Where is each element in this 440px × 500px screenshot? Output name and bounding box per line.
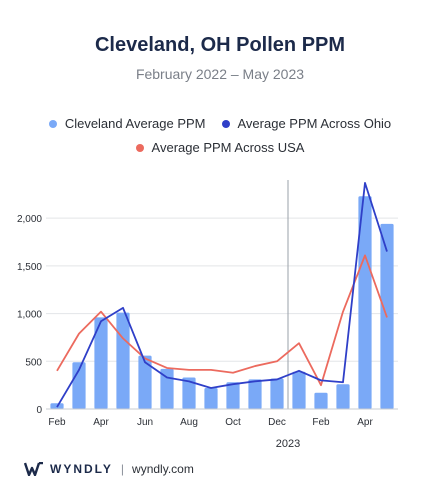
legend-swatch-usa <box>135 143 144 152</box>
bar-cleveland <box>270 378 284 409</box>
footer-separator: | <box>120 462 125 476</box>
chart-subtitle: February 2022 – May 2023 <box>135 66 305 82</box>
bar-cleveland <box>226 382 240 409</box>
x-tick-label: Aug <box>180 417 198 428</box>
y-tick-label: 500 <box>25 357 42 368</box>
wyndly-logo-icon <box>24 462 43 476</box>
legend-item-ohio: Average PPM Across Ohio <box>221 116 392 131</box>
bar-cleveland <box>94 317 108 409</box>
legend-row-1: Cleveland Average PPM Average PPM Across… <box>0 116 440 131</box>
bar-cleveland <box>292 371 306 409</box>
legend-label-ohio: Average PPM Across Ohio <box>237 116 392 131</box>
x-tick-label: Apr <box>93 417 109 428</box>
bar-cleveland <box>138 355 152 409</box>
x-tick-label: Jun <box>137 417 153 428</box>
line-ohio <box>56 181 388 408</box>
legend-label-cleveland: Cleveland Average PPM <box>64 116 206 131</box>
legend-swatch-ohio <box>221 119 230 128</box>
pollen-chart: 0 500 1,000 1,500 2,000 2023 Feb Apr Jun Aug Oct De… <box>17 180 398 450</box>
legend-item-usa: Average PPM Across USA <box>135 140 305 155</box>
bar-cleveland <box>358 196 372 409</box>
chart-title: Cleveland, OH Pollen PPM <box>94 34 346 56</box>
line-usa <box>56 254 388 387</box>
year-label: 2023 <box>276 438 300 450</box>
x-tick-label: Feb <box>312 417 330 428</box>
legend-row-2: Average PPM Across USA <box>0 140 440 155</box>
legend-swatch-cleveland <box>48 119 57 128</box>
x-tick-label: Dec <box>268 417 286 428</box>
footer-url[interactable]: wyndly.com <box>132 462 194 476</box>
bar-cleveland <box>204 388 218 409</box>
footer: WYNDLY | wyndly.com <box>24 462 194 476</box>
bar-cleveland <box>248 379 262 409</box>
bar-cleveland <box>314 392 328 409</box>
legend-label-usa: Average PPM Across USA <box>151 140 305 155</box>
bar-cleveland <box>336 384 350 409</box>
legend-item-cleveland: Cleveland Average PPM <box>48 116 206 131</box>
y-tick-label: 1,000 <box>17 310 42 321</box>
x-tick-label: Feb <box>48 417 66 428</box>
x-tick-label: Oct <box>225 417 241 428</box>
y-tick-label: 2,000 <box>17 214 42 225</box>
x-tick-label: Apr <box>357 417 373 428</box>
bar-cleveland <box>182 377 196 409</box>
y-tick-label: 0 <box>36 405 42 416</box>
footer-brand: WYNDLY <box>50 462 113 476</box>
bar-cleveland <box>116 312 130 409</box>
y-tick-label: 1,500 <box>17 262 42 273</box>
